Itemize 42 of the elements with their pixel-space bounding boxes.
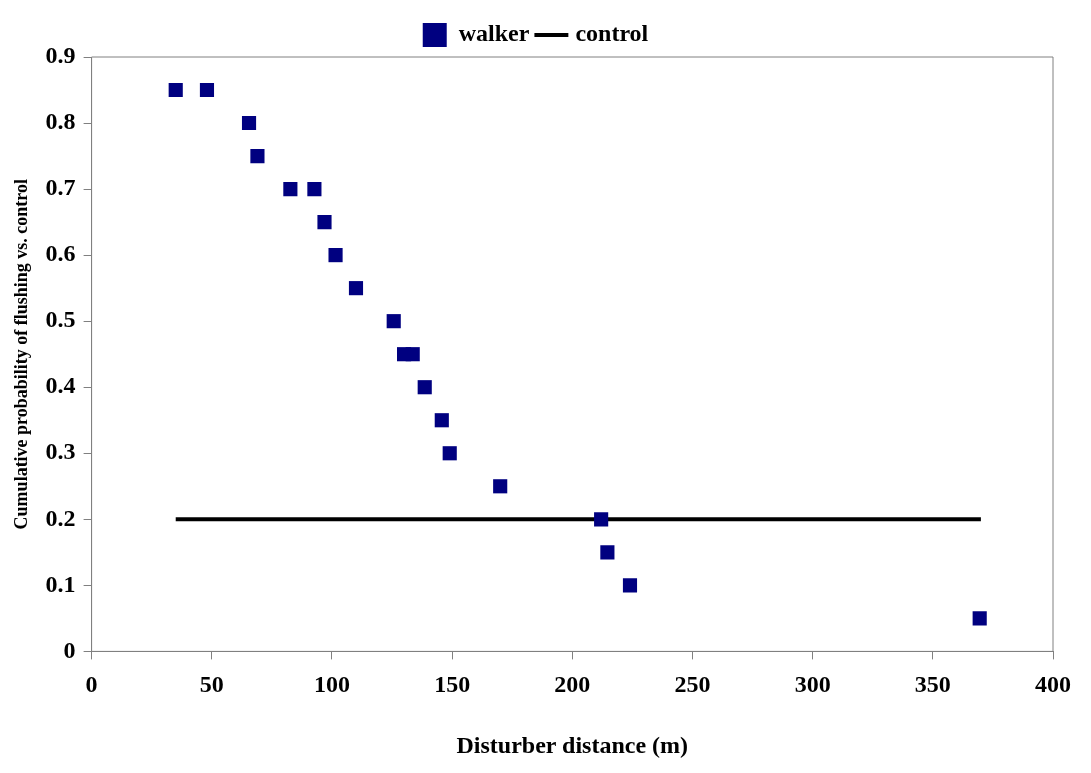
point [493,479,508,494]
point [417,380,432,395]
x-tick-label: 50 [199,671,224,697]
y-tick-label: 0.6 [45,240,76,267]
point [442,446,457,461]
y-tick-label: 0.9 [45,42,76,69]
point [250,149,265,164]
y-axis-title: Cumulative probability of flushing vs. control [11,179,32,530]
x-tick-label: 300 [794,671,831,697]
x-tick-label: 200 [554,671,591,697]
y-tick-label: 0.3 [45,438,76,465]
y-tick-label: 0 [63,636,76,663]
x-tick-label: 0 [85,671,98,697]
legend-label: walker [458,20,530,47]
x-tick-label: 350 [914,671,951,697]
y-tick-label: 0.8 [45,108,76,135]
legend-label: control [575,20,649,47]
x-axis-title: Disturber distance (m) [456,731,689,758]
point [199,82,215,98]
point [168,82,183,98]
point [622,578,638,593]
y-tick-label: 0.7 [45,174,76,201]
point [328,248,343,263]
y-tick-label: 0.5 [45,306,76,333]
point [594,512,609,527]
x-tick-label: 250 [674,671,711,697]
point [348,281,364,296]
point [241,115,257,131]
point [386,314,401,329]
y-tick-label: 0.2 [45,504,76,531]
point [972,611,987,626]
point [283,182,298,197]
point [405,347,420,362]
x-tick-label: 100 [313,671,350,697]
x-tick-label: 150 [434,671,471,697]
y-tick-label: 0.1 [45,570,76,597]
point [434,413,449,428]
y-tick-label: 0.4 [45,372,76,399]
point [600,545,615,560]
point [317,215,332,230]
point [307,182,322,197]
x-tick-label: 400 [1035,671,1071,697]
